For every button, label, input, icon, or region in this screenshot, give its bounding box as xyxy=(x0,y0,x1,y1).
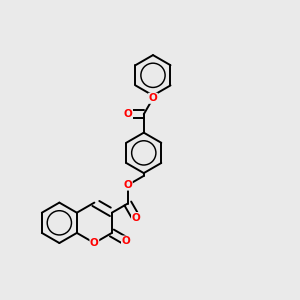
Text: O: O xyxy=(90,238,99,248)
Text: O: O xyxy=(148,93,158,103)
Text: O: O xyxy=(123,180,132,190)
Text: O: O xyxy=(122,236,130,246)
Text: O: O xyxy=(124,109,133,119)
Text: O: O xyxy=(131,212,140,223)
